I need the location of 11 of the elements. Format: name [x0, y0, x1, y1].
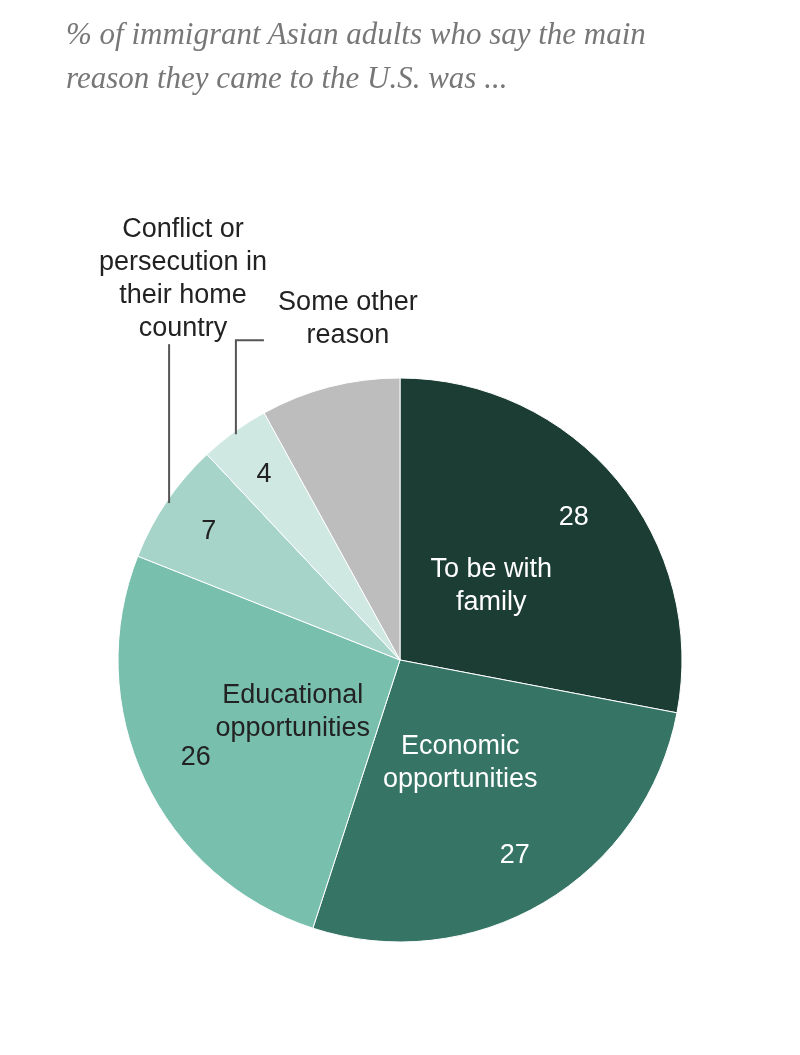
slice-label: Conflict or persecution in their home country — [99, 213, 268, 343]
data-label: 4 — [256, 457, 272, 488]
data-label: 7 — [201, 515, 217, 546]
slice-label: Economic opportunities — [382, 730, 538, 794]
slice-label: To be with family — [430, 553, 553, 616]
slice-label: Some other reason — [278, 286, 418, 350]
data-label: 26 — [180, 741, 211, 772]
data-label: 28 — [558, 501, 589, 532]
chart-title: % of immigrant Asian adults who say the main reason they came to the U.S. was ... — [65, 15, 646, 97]
slice-label: Educational opportunities — [215, 678, 371, 742]
data-label: 27 — [499, 839, 530, 870]
